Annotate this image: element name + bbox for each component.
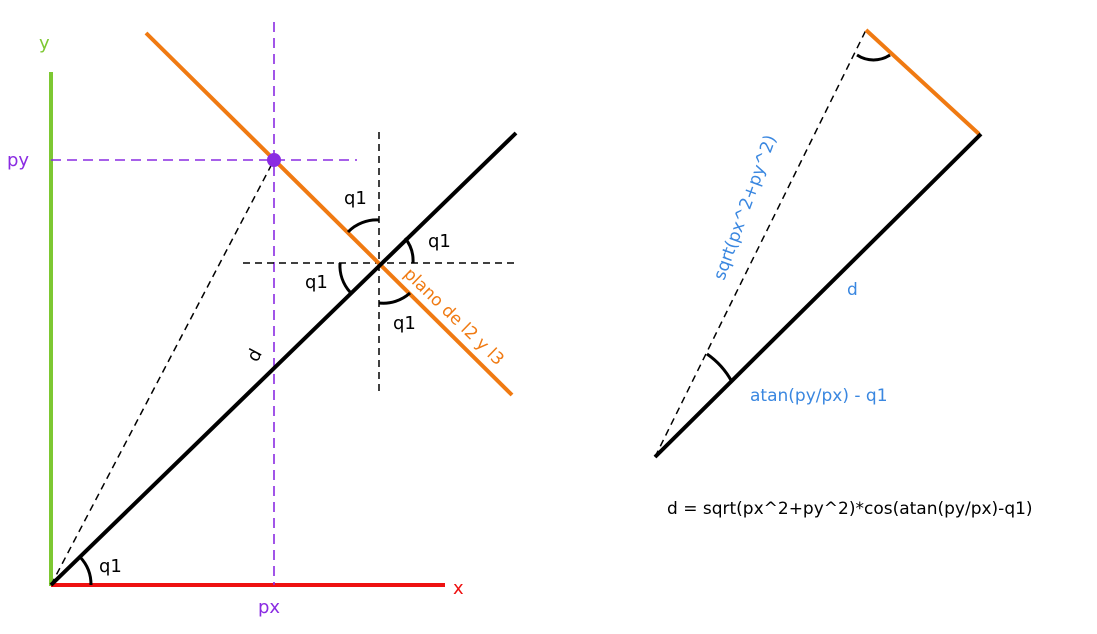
- angle-arc-top-vertex: [856, 53, 891, 62]
- angle-arc-right: [403, 237, 415, 264]
- d-label-right: d: [847, 280, 858, 300]
- target-point: [267, 153, 281, 167]
- angle-arc-bottom-vertex: [706, 352, 734, 383]
- d-line: [49, 131, 518, 587]
- plane-l2-l3-line: [144, 31, 514, 397]
- angle-label-bottom: q1: [393, 313, 416, 334]
- angle-label-origin: q1: [99, 556, 122, 577]
- origin-to-point-dashed: [50, 159, 275, 586]
- formula: d = sqrt(px^2+py^2)*cos(atan(py/px)-q1): [667, 499, 1033, 519]
- left-diagram: y x py px q1 q1 q1 q1 q1 d plano de l2 y…: [7, 22, 518, 618]
- hypotenuse-label: sqrt(px^2+py^2): [710, 132, 781, 282]
- angle-arc-top: [346, 218, 380, 234]
- px-label: px: [258, 597, 280, 618]
- plane-segment: [864, 28, 981, 136]
- py-label: py: [7, 150, 29, 171]
- angle-label-left: q1: [305, 272, 328, 293]
- y-axis-label: y: [39, 33, 50, 54]
- angle-arc-origin: [78, 555, 93, 586]
- angle-label-right: q1: [428, 231, 451, 252]
- d-label-left: d: [243, 345, 267, 365]
- angle-arc-left: [338, 262, 352, 293]
- x-axis-label: x: [453, 578, 464, 599]
- right-diagram: sqrt(px^2+py^2) d atan(py/px) - q1 d = s…: [653, 28, 1033, 519]
- hypotenuse-dashed: [654, 29, 867, 458]
- d-segment: [653, 132, 983, 459]
- angle-arc-bottom: [378, 291, 412, 305]
- angle-label-right-diagram: atan(py/px) - q1: [750, 386, 888, 406]
- angle-label-top: q1: [344, 188, 367, 209]
